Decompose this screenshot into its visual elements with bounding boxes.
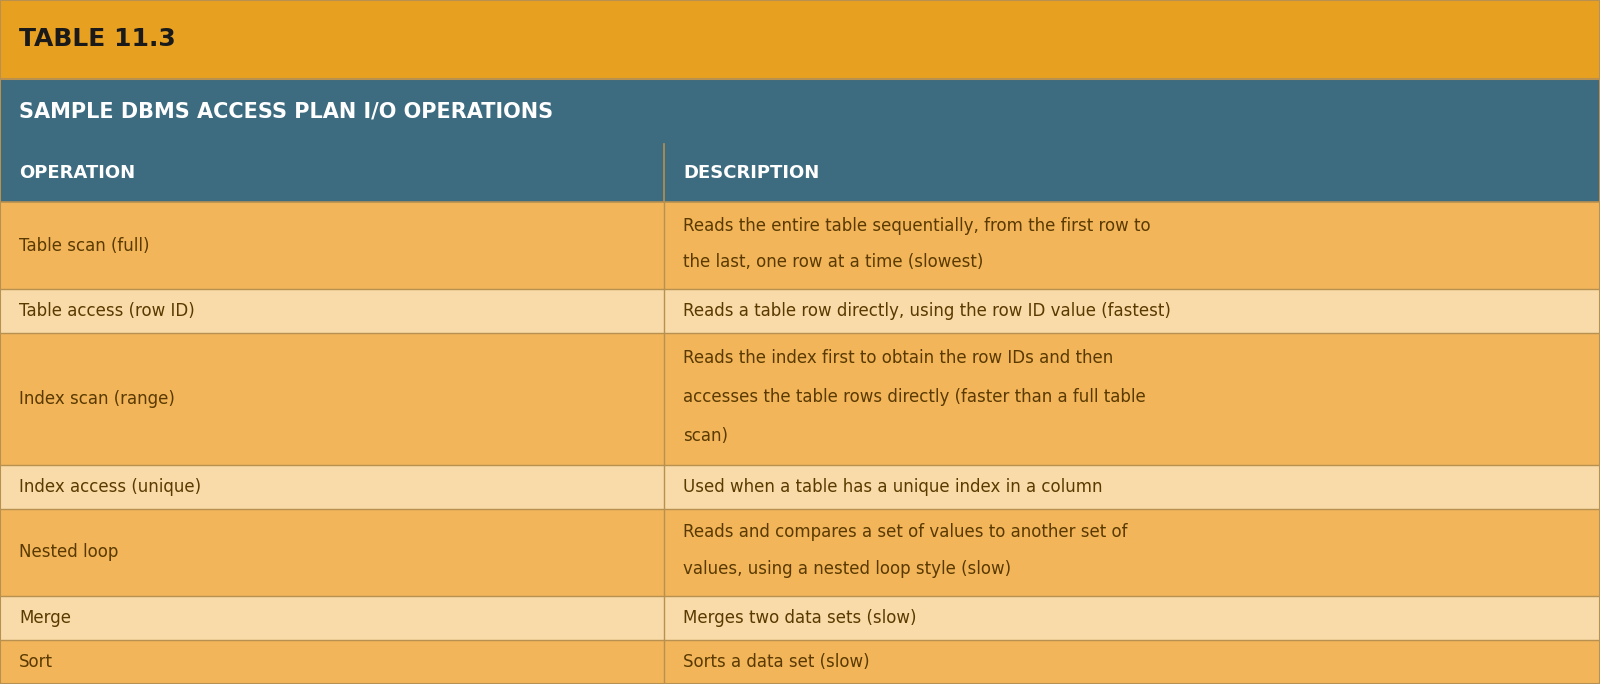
Text: scan): scan) <box>683 427 728 445</box>
Text: values, using a nested loop style (slow): values, using a nested loop style (slow) <box>683 560 1011 578</box>
Bar <box>0 0 1600 79</box>
Bar <box>0 640 1600 684</box>
Bar <box>0 333 1600 465</box>
Text: Used when a table has a unique index in a column: Used when a table has a unique index in … <box>683 477 1102 496</box>
Text: Merge: Merge <box>19 609 72 627</box>
Text: TABLE 11.3: TABLE 11.3 <box>19 27 176 51</box>
Text: Index access (unique): Index access (unique) <box>19 477 202 496</box>
Bar <box>0 289 1600 333</box>
Text: SAMPLE DBMS ACCESS PLAN I/O OPERATIONS: SAMPLE DBMS ACCESS PLAN I/O OPERATIONS <box>19 101 554 121</box>
Text: Reads the entire table sequentially, from the first row to: Reads the entire table sequentially, fro… <box>683 217 1150 235</box>
Text: Reads a table row directly, using the row ID value (fastest): Reads a table row directly, using the ro… <box>683 302 1171 320</box>
Text: the last, one row at a time (slowest): the last, one row at a time (slowest) <box>683 253 984 271</box>
Text: Nested loop: Nested loop <box>19 544 118 562</box>
Text: Index scan (range): Index scan (range) <box>19 390 174 408</box>
Text: accesses the table rows directly (faster than a full table: accesses the table rows directly (faster… <box>683 388 1146 406</box>
Text: DESCRIPTION: DESCRIPTION <box>683 163 819 182</box>
Bar <box>0 596 1600 640</box>
Bar <box>0 202 1600 289</box>
Bar <box>0 79 1600 144</box>
Text: Reads the index first to obtain the row IDs and then: Reads the index first to obtain the row … <box>683 350 1114 367</box>
Text: OPERATION: OPERATION <box>19 163 136 182</box>
Text: Reads and compares a set of values to another set of: Reads and compares a set of values to an… <box>683 523 1128 542</box>
Bar <box>0 465 1600 509</box>
Bar <box>0 509 1600 596</box>
Text: Table access (row ID): Table access (row ID) <box>19 302 195 320</box>
Text: Sort: Sort <box>19 653 53 671</box>
Text: Merges two data sets (slow): Merges two data sets (slow) <box>683 609 917 627</box>
Text: Sorts a data set (slow): Sorts a data set (slow) <box>683 653 870 671</box>
Bar <box>0 144 1600 202</box>
Text: Table scan (full): Table scan (full) <box>19 237 150 254</box>
